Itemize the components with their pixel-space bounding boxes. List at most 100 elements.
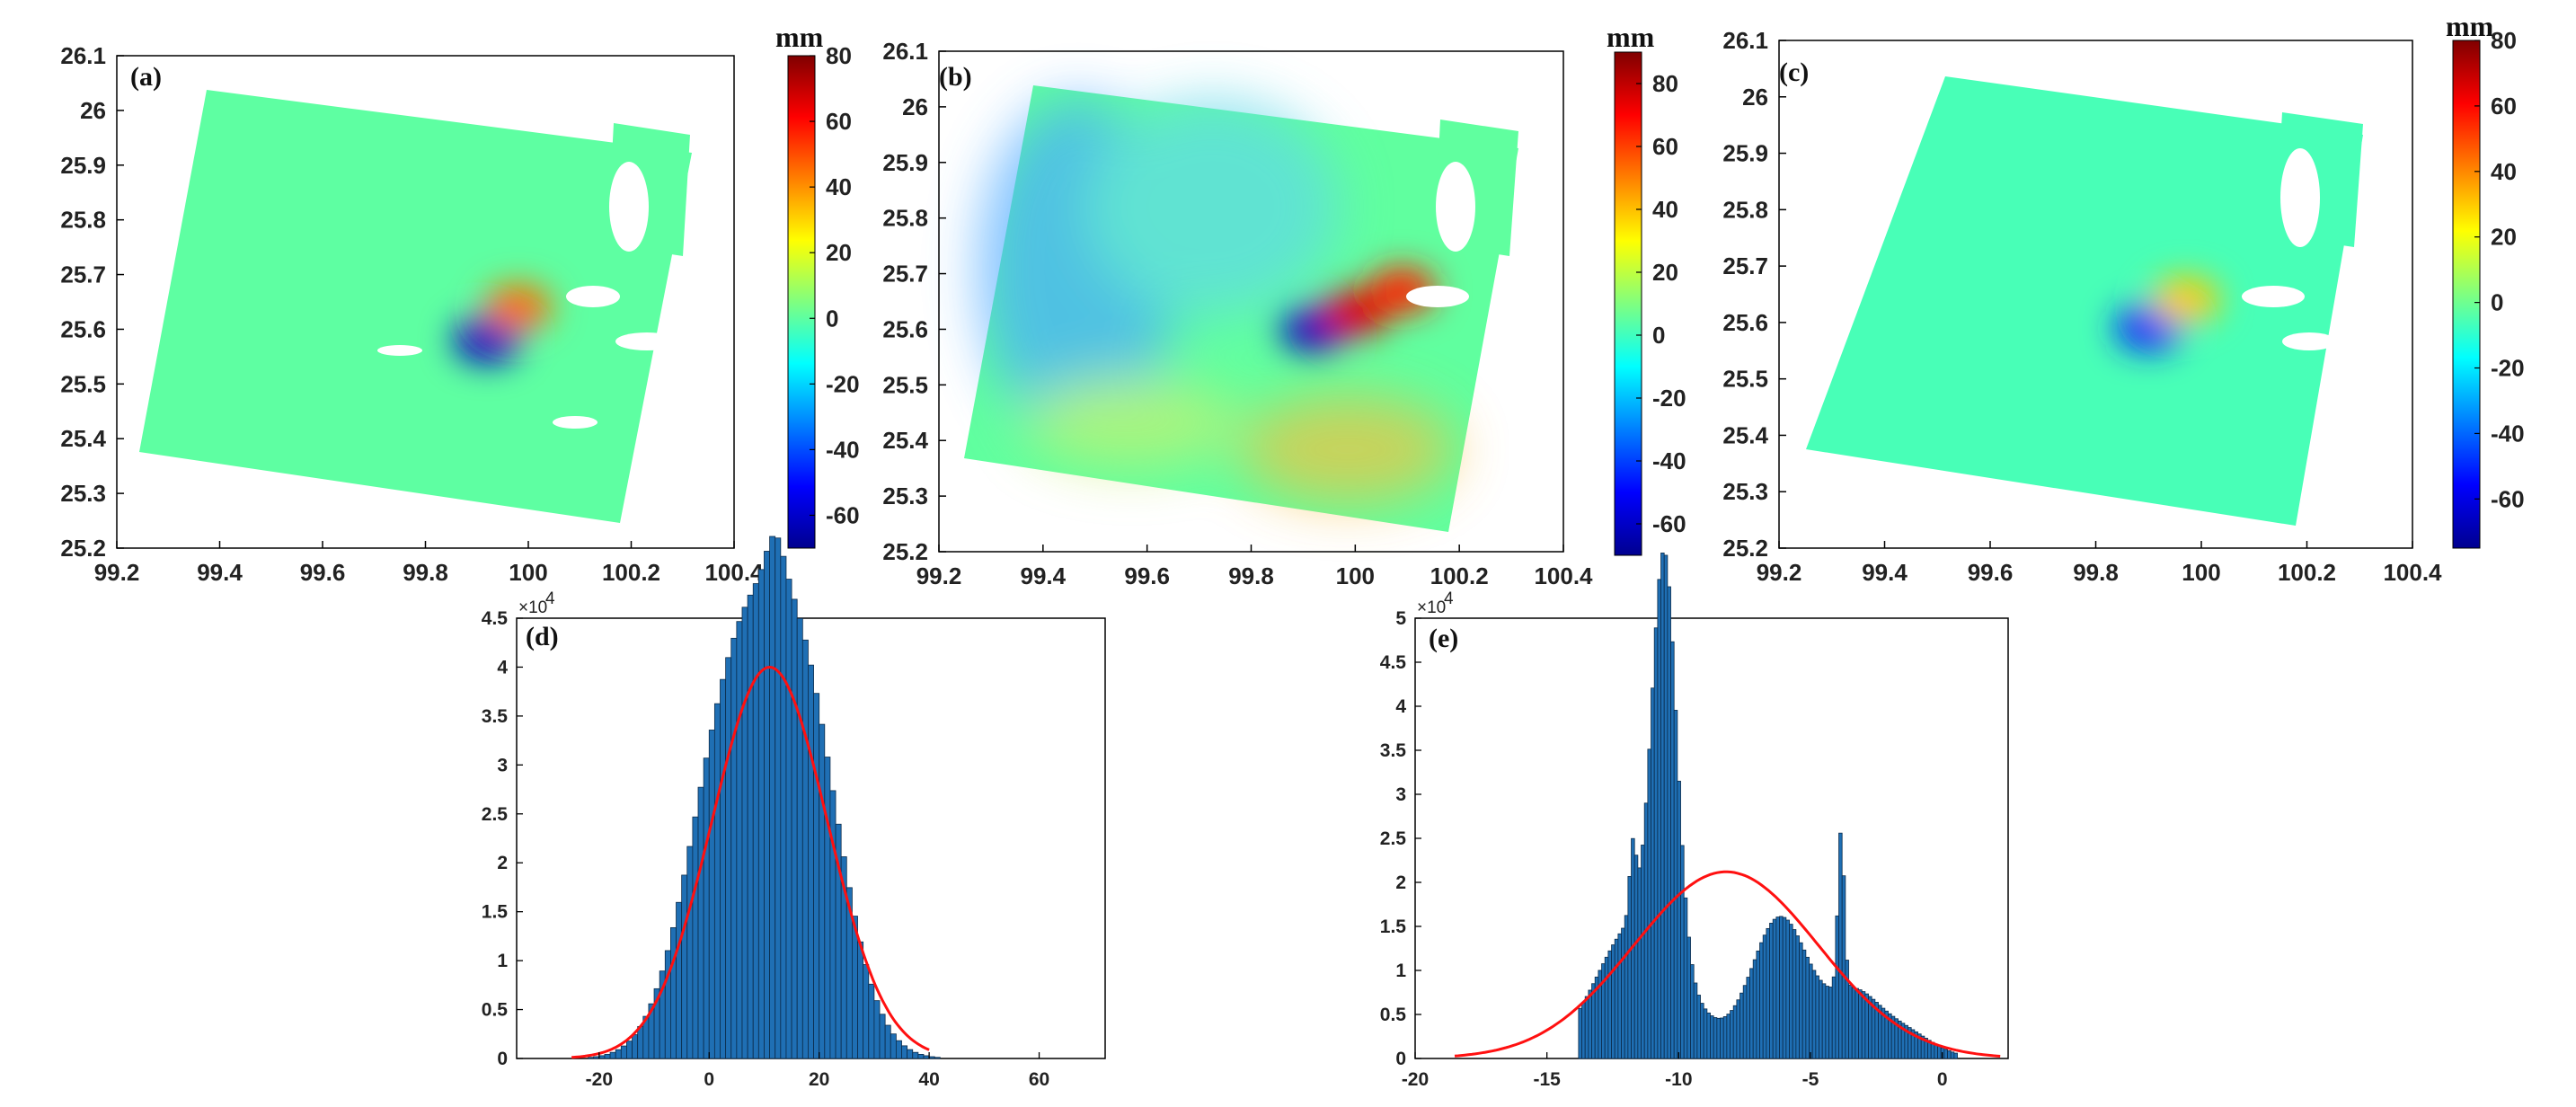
panel-d-x-tick-label: -20 xyxy=(586,1069,613,1090)
panel-e-bar xyxy=(1782,917,1787,1059)
panel-e-bar xyxy=(1726,1014,1731,1059)
panel-b-x-tick-label: 100.4 xyxy=(1534,562,1593,589)
panel-c-x-tick-label: 99.4 xyxy=(1862,559,1908,586)
panel-e-bar xyxy=(1713,1017,1718,1059)
panel-e-x-tick-label: -20 xyxy=(1402,1069,1429,1090)
panel-a-decorrelation-gaps xyxy=(377,162,678,429)
panel-d-bar xyxy=(917,1053,925,1059)
panel-e-bar xyxy=(1950,1051,1955,1059)
panel-c-colorbar-tick-label: 0 xyxy=(2491,289,2503,316)
panel-e-bar xyxy=(1581,1002,1586,1059)
panel-d-x-tick-label: 20 xyxy=(809,1069,829,1090)
panel-d-bar xyxy=(890,1033,897,1059)
panel-e-bar xyxy=(1660,553,1665,1059)
panel-e-bar xyxy=(1779,916,1784,1059)
panel-d-bar xyxy=(785,579,792,1059)
panel-c-label: (c) xyxy=(1779,58,1809,87)
panel-e-y-tick-label: 5 xyxy=(1395,608,1406,629)
panel-d-bar xyxy=(697,786,704,1059)
panel-d-bar xyxy=(801,639,809,1059)
panel-d-bar xyxy=(907,1049,914,1059)
panel-b-x-tick-label: 99.2 xyxy=(916,562,962,589)
panel-b-y-tick-label: 25.2 xyxy=(882,538,928,565)
panel-e-bar xyxy=(1686,936,1691,1059)
panel-d-bar xyxy=(747,594,754,1059)
panel-e-bar xyxy=(1670,641,1675,1059)
panel-b-x-ticks: 99.2 99.4 99.6 99.8 100 100.2 100.4 xyxy=(916,545,1593,589)
panel-e-x-tick-label: 0 xyxy=(1937,1069,1948,1090)
panel-c-colorbar-tick-label: 20 xyxy=(2491,224,2517,251)
panel-e-bar xyxy=(1710,1015,1714,1059)
panel-d-bar xyxy=(752,583,759,1059)
panel-e-bar xyxy=(1801,949,1807,1059)
panel-d-bar xyxy=(713,703,721,1059)
panel-e-bar xyxy=(1819,979,1823,1059)
panel-d-bar xyxy=(736,621,743,1059)
panel-e-y-tick-label: 2.5 xyxy=(1380,828,1407,849)
panel-d-bar xyxy=(730,637,738,1059)
panel-a-y-tick-label: 25.4 xyxy=(60,425,106,452)
panel-e-bar xyxy=(1769,923,1774,1059)
panel-d-y-tick-label: 2.5 xyxy=(482,804,509,825)
panel-e-bar xyxy=(1809,963,1813,1059)
panel-a-colorbar-tick-label: -20 xyxy=(826,370,860,397)
panel-a-y-tick-label: 25.5 xyxy=(60,370,106,397)
panel-d-bar xyxy=(769,536,776,1059)
panel-d-bar xyxy=(863,964,870,1059)
panel-b-y-tick-label: 25.6 xyxy=(882,315,928,342)
panel-e-bar xyxy=(1845,960,1849,1059)
panel-d-bar xyxy=(901,1045,908,1059)
panel-d-y-tick-label: 2 xyxy=(497,853,508,873)
panel-e-x-tick-label: -15 xyxy=(1533,1069,1561,1090)
panel-e-bar xyxy=(1947,1050,1952,1059)
panel-e-bar xyxy=(1821,983,1827,1059)
panel-e-bar xyxy=(1700,1003,1704,1059)
panel-e-axes-frame xyxy=(1414,617,2009,1059)
panel-a-colorbar-ticks: 80 60 40 20 0 -20 -40 -60 xyxy=(810,42,860,528)
panel-a-map xyxy=(139,90,692,523)
panel-c-x-ticks: 99.2 99.4 99.6 99.8 100 100.2 100.4 xyxy=(1757,541,2442,586)
panel-b-decorrelation-gaps xyxy=(1406,162,1475,307)
panel-e-y-tick-label: 1 xyxy=(1395,961,1406,981)
panel-b-y-tick-label: 25.9 xyxy=(882,149,928,176)
panel-c-x-tick-label: 100.2 xyxy=(2278,559,2336,586)
panel-a-x-tick-label: 99.8 xyxy=(403,559,448,586)
panel-e-bar xyxy=(1677,780,1681,1059)
panel-e-bar xyxy=(1953,1052,1958,1059)
panel-d-y-tick-label: 1.5 xyxy=(482,902,509,923)
panel-e-bar xyxy=(1815,975,1819,1059)
panel-c-decorrelation-gaps xyxy=(2242,148,2336,350)
panel-d-bar xyxy=(676,901,683,1059)
panel-e-x-ticks: -20 -15 -10 -5 0 xyxy=(1402,1052,1948,1090)
panel-d-y-tick-label: 3.5 xyxy=(482,706,509,727)
panel-d-bar xyxy=(895,1040,902,1059)
panel-e-bar xyxy=(1588,989,1592,1059)
panel-e-y-tick-label: 3.5 xyxy=(1380,740,1407,761)
panel-e-bar xyxy=(1828,987,1833,1059)
panel-a-y-tick-label: 25.8 xyxy=(60,207,106,234)
panel-a-y-tick-label: 26.1 xyxy=(60,42,106,69)
panel-d-bar xyxy=(626,1041,633,1059)
panel-b-x-tick-label: 100 xyxy=(1336,562,1375,589)
panel-e-bar xyxy=(1657,579,1661,1059)
panel-e-bar xyxy=(1673,710,1678,1059)
panel-b-colorbar-label: mm xyxy=(1607,21,1655,53)
panel-e-bar xyxy=(1730,1010,1734,1059)
panel-c-colorbar-tick-label: -60 xyxy=(2491,485,2525,512)
panel-a-x-tick-label: 99.4 xyxy=(197,559,243,586)
panel-e-y-tick-label: 1.5 xyxy=(1380,917,1407,937)
panel-d-bar xyxy=(703,757,710,1059)
panel-e-bar xyxy=(1841,875,1846,1059)
panel-c-colorbar-tick-label: 80 xyxy=(2491,27,2517,54)
panel-b-colorbar xyxy=(1614,51,1642,556)
panel-c-y-tick-label: 26.1 xyxy=(1722,27,1768,54)
panel-d-bar xyxy=(615,1049,622,1059)
panel-a-y-ticks: 25.2 25.3 25.4 25.5 25.6 25.7 25.8 25.9 26 26.1 xyxy=(60,42,124,562)
panel-e-bar xyxy=(1693,982,1698,1059)
panel-a-colorbar-tick-label: 80 xyxy=(826,42,852,69)
panel-b-y-tick-label: 25.5 xyxy=(882,371,928,398)
panel-a-x-ticks: 99.2 99.4 99.6 99.8 100 100.2 100.4 xyxy=(94,541,764,586)
panel-e-bar xyxy=(1855,987,1859,1059)
panel-d-bar xyxy=(620,1045,627,1059)
panel-d-bar xyxy=(923,1055,930,1059)
